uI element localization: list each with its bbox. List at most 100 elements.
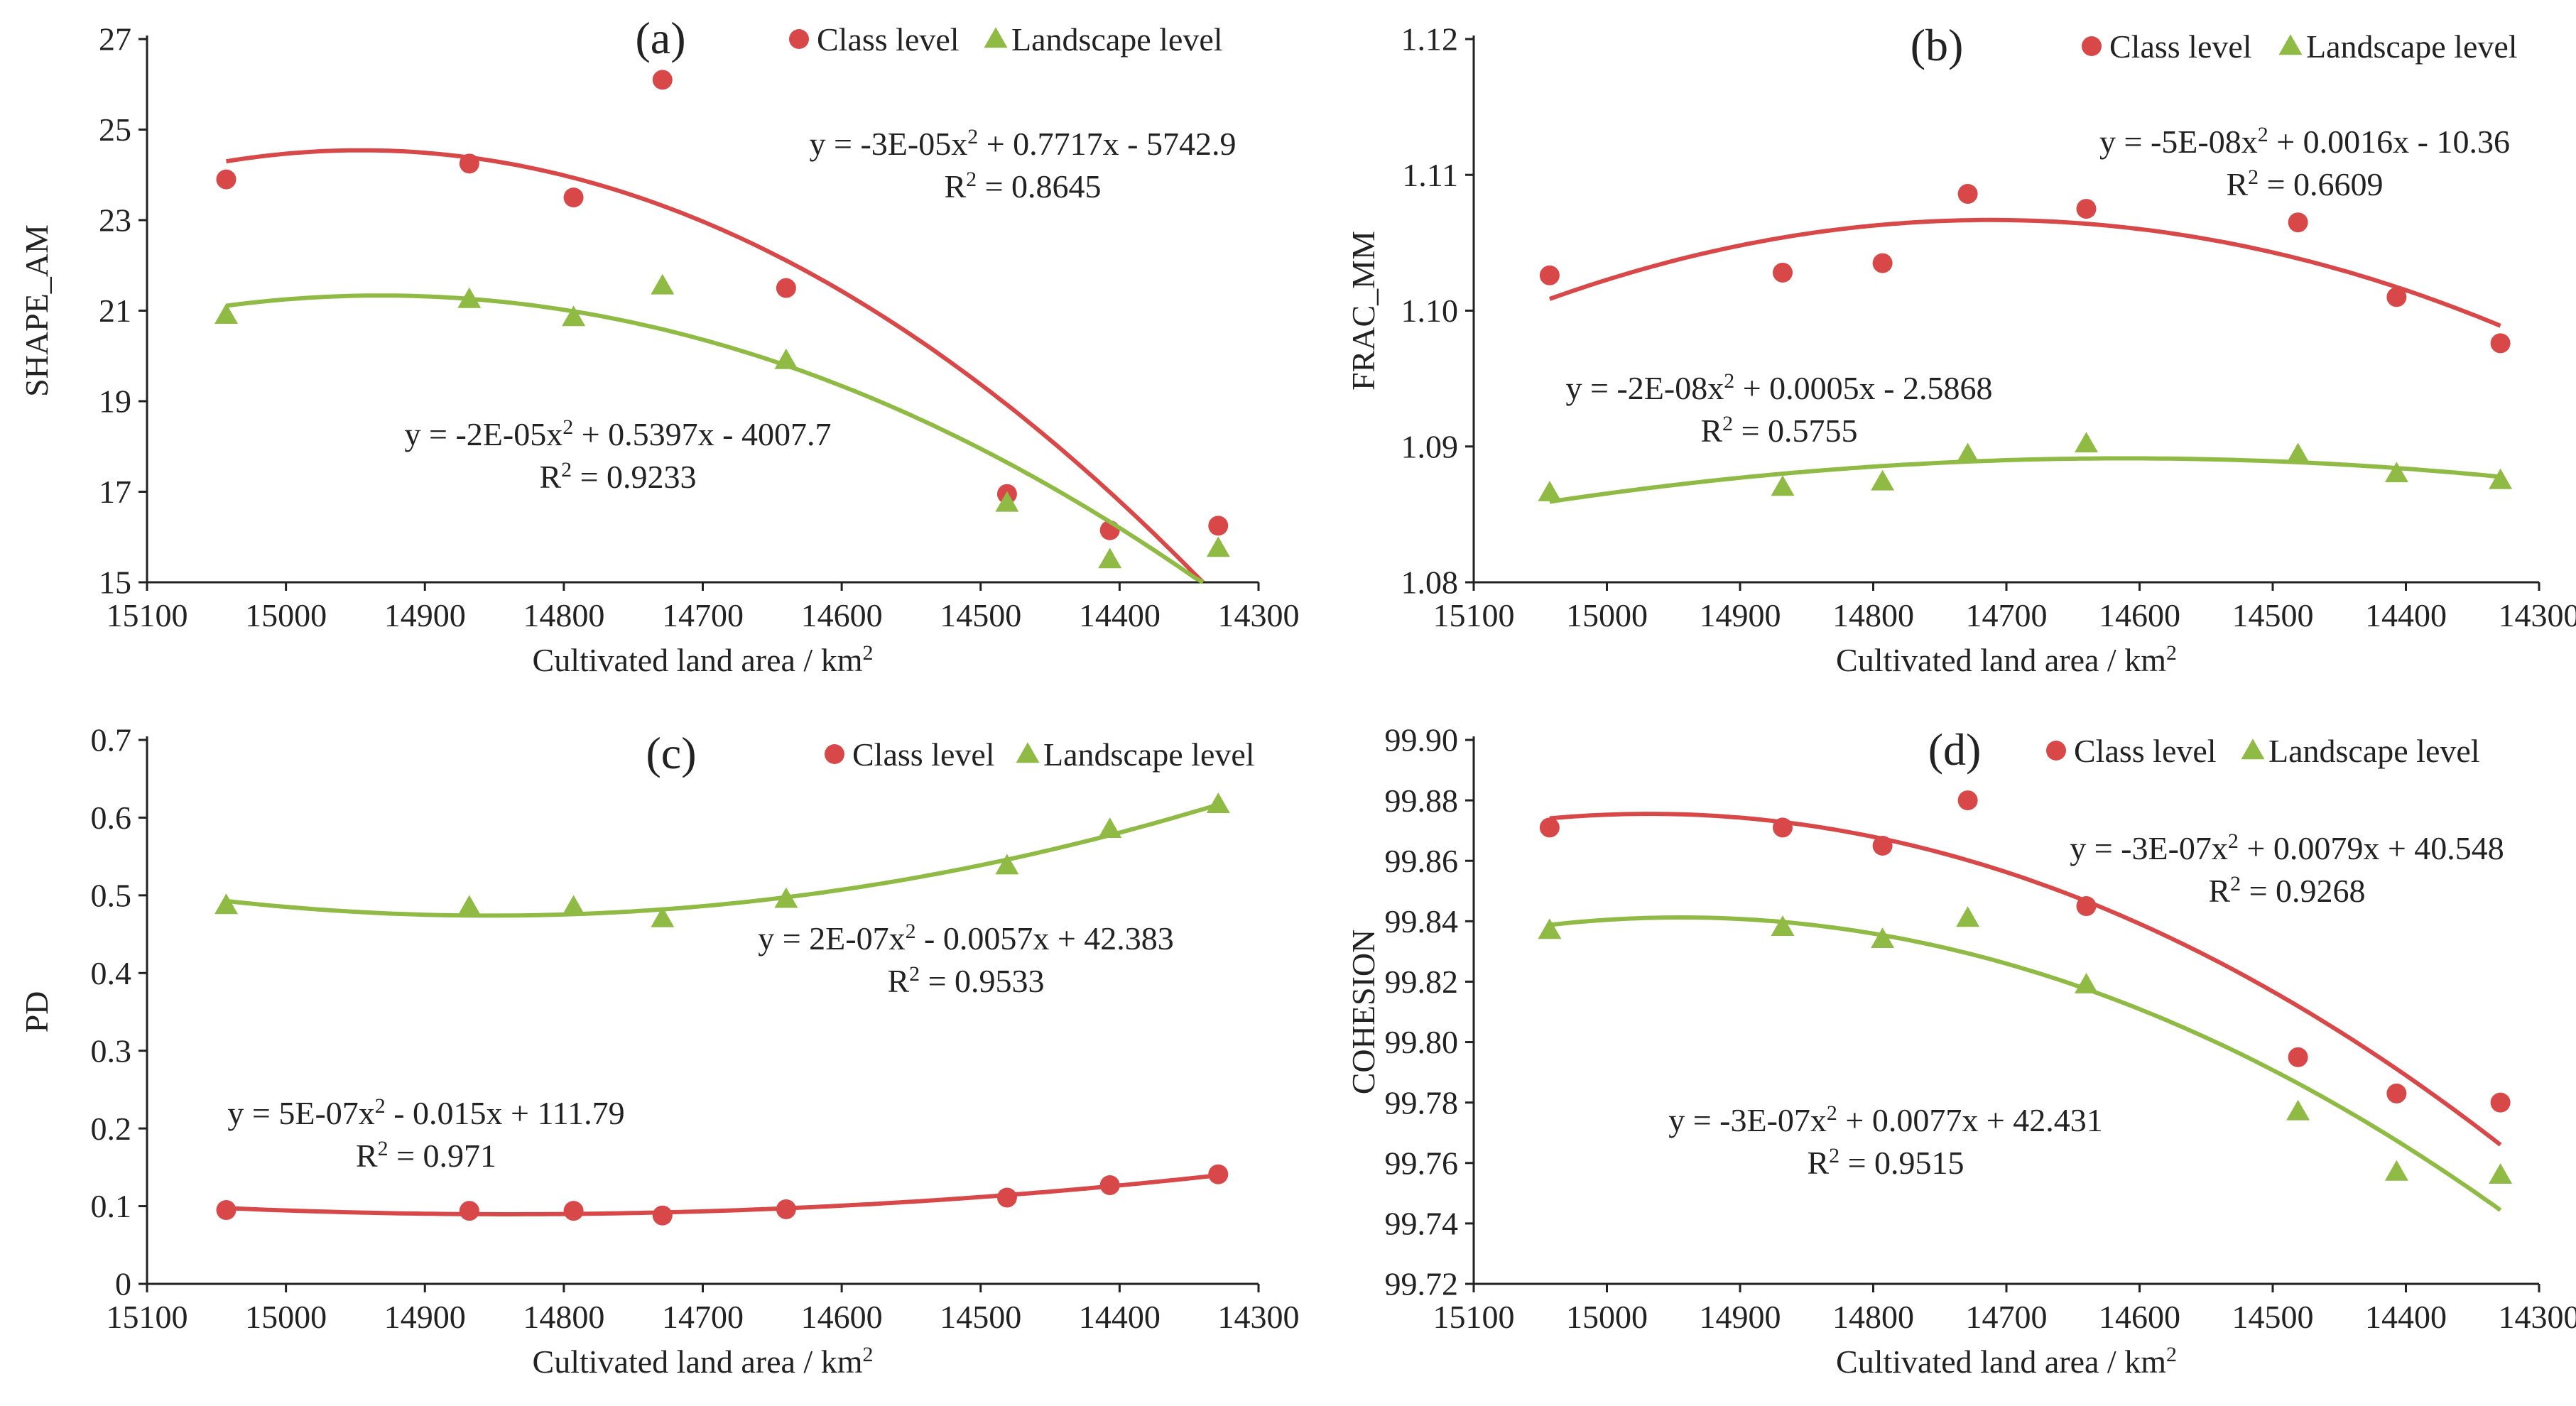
x-tick-label: 15000 xyxy=(1566,597,1648,633)
x-tick-label: 15100 xyxy=(107,597,188,633)
fit-curve-class xyxy=(1548,217,2501,328)
x-tick-label: 14700 xyxy=(1966,1299,2048,1335)
legend-marker-class xyxy=(2046,741,2066,761)
x-tick-label: 14500 xyxy=(940,597,1021,633)
y-tick-label: 19 xyxy=(99,383,131,420)
data-point-class xyxy=(652,70,673,90)
y-tick-label: 0 xyxy=(115,1266,131,1302)
legend-label-class: Class level xyxy=(817,21,960,58)
data-point-landscape xyxy=(651,906,675,927)
equation-landscape: y = -2E-05x2 + 0.5397x - 4007.7 xyxy=(405,415,832,453)
data-point-landscape xyxy=(995,854,1019,875)
data-point-landscape xyxy=(1206,536,1230,557)
x-tick-label: 14600 xyxy=(801,597,883,633)
x-tick-label: 14400 xyxy=(2365,597,2447,633)
data-point-class xyxy=(1773,262,1793,283)
data-point-class xyxy=(2490,1092,2511,1113)
legend-marker-class xyxy=(2082,36,2102,56)
x-tick-label: 14300 xyxy=(1218,1299,1300,1335)
y-tick-label: 17 xyxy=(99,474,131,510)
panel-label: (c) xyxy=(646,728,696,778)
legend-marker-class xyxy=(789,29,809,49)
data-point-landscape xyxy=(2489,1163,2513,1184)
data-point-class xyxy=(216,169,237,190)
equation-landscape: y = -2E-08x2 + 0.0005x - 2.5868 xyxy=(1566,369,1993,407)
x-tick-label: 14800 xyxy=(1832,1299,1914,1335)
legend-label-class: Class level xyxy=(2109,28,2252,65)
r-squared-class: R2 = 0.6609 xyxy=(2226,165,2383,203)
equation-class: y = 2E-07x2 - 0.0057x + 42.383 xyxy=(758,920,1174,957)
data-point-landscape xyxy=(457,287,482,308)
panel-label: (b) xyxy=(1911,20,1964,70)
legend-label-landscape: Landscape level xyxy=(2306,28,2518,65)
y-tick-label: 99.90 xyxy=(1385,722,1459,758)
legend-label-landscape: Landscape level xyxy=(2268,733,2480,769)
x-tick-label: 15100 xyxy=(1433,1299,1515,1335)
y-tick-label: 99.74 xyxy=(1385,1206,1459,1242)
data-point-landscape xyxy=(2075,432,2098,453)
data-point-class xyxy=(776,1199,796,1219)
x-tick-label: 15000 xyxy=(245,597,327,633)
x-tick-label: 14800 xyxy=(1832,597,1914,633)
y-tick-label: 1.11 xyxy=(1402,157,1458,193)
x-tick-label: 14300 xyxy=(1218,597,1300,633)
data-point-landscape xyxy=(2286,1099,2310,1121)
data-point-landscape xyxy=(651,273,675,295)
legend-marker-landscape xyxy=(1016,742,1040,763)
legend-marker-landscape xyxy=(2278,34,2303,55)
y-axis-label: FRAC_MM xyxy=(1345,231,1381,391)
y-tick-label: 0.6 xyxy=(91,800,132,836)
x-tick-label: 14700 xyxy=(662,597,744,633)
y-tick-label: 25 xyxy=(99,111,131,148)
legend-label-class: Class level xyxy=(2074,733,2217,769)
data-point-landscape xyxy=(1871,927,1895,948)
data-point-class xyxy=(2076,199,2097,219)
y-tick-label: 99.88 xyxy=(1385,783,1459,819)
x-tick-label: 14400 xyxy=(1079,597,1161,633)
equation-landscape: y = -3E-07x2 + 0.0077x + 42.431 xyxy=(1668,1101,2103,1139)
x-tick-label: 14900 xyxy=(1700,597,1781,633)
data-point-landscape xyxy=(774,887,798,908)
x-tick-label: 15100 xyxy=(1433,597,1515,633)
equation-class: y = -3E-05x2 + 0.7717x - 5742.9 xyxy=(810,125,1237,163)
legend-marker-class xyxy=(825,744,844,764)
y-axis-label: SHAPE_AM xyxy=(18,224,55,397)
data-point-landscape xyxy=(1771,475,1795,496)
data-point-class xyxy=(2490,333,2511,354)
x-tick-label: 14500 xyxy=(940,1299,1021,1335)
data-point-class xyxy=(1773,817,1793,838)
data-point-class xyxy=(652,1205,673,1226)
data-point-landscape xyxy=(1956,906,1980,927)
x-tick-label: 15000 xyxy=(245,1299,327,1335)
x-tick-label: 14700 xyxy=(662,1299,744,1335)
data-point-class xyxy=(2288,1047,2308,1067)
data-point-landscape xyxy=(562,895,586,916)
fit-curve-class xyxy=(226,148,1205,584)
y-tick-label: 1.09 xyxy=(1401,428,1459,464)
equation-class: y = -5E-08x2 + 0.0016x - 10.36 xyxy=(2099,123,2510,160)
y-tick-label: 1.12 xyxy=(1401,21,1459,58)
panel-label: (a) xyxy=(635,13,685,63)
r-squared-class: R2 = 0.9268 xyxy=(2208,872,2365,910)
data-point-landscape xyxy=(1206,792,1230,813)
data-point-class xyxy=(1957,184,1978,205)
data-point-class xyxy=(1872,253,1893,273)
data-point-landscape xyxy=(214,893,238,915)
data-point-class xyxy=(1208,1164,1229,1184)
legend-label-landscape: Landscape level xyxy=(1011,21,1223,58)
data-point-class xyxy=(1872,835,1893,856)
y-tick-label: 0.7 xyxy=(91,722,132,758)
y-tick-label: 99.80 xyxy=(1385,1024,1459,1060)
data-point-landscape xyxy=(774,348,798,369)
data-point-class xyxy=(1957,790,1978,811)
x-tick-label: 14400 xyxy=(2365,1299,2447,1335)
r-squared-landscape: R2 = 0.971 xyxy=(356,1137,496,1175)
y-tick-label: 27 xyxy=(99,21,131,58)
legend-marker-landscape xyxy=(2241,739,2265,760)
y-tick-label: 1.08 xyxy=(1401,565,1459,601)
data-point-landscape xyxy=(2384,1160,2408,1181)
y-tick-label: 99.84 xyxy=(1385,903,1459,939)
r-squared-landscape: R2 = 0.9233 xyxy=(539,458,696,496)
r-squared-landscape: R2 = 0.5755 xyxy=(1700,412,1857,449)
